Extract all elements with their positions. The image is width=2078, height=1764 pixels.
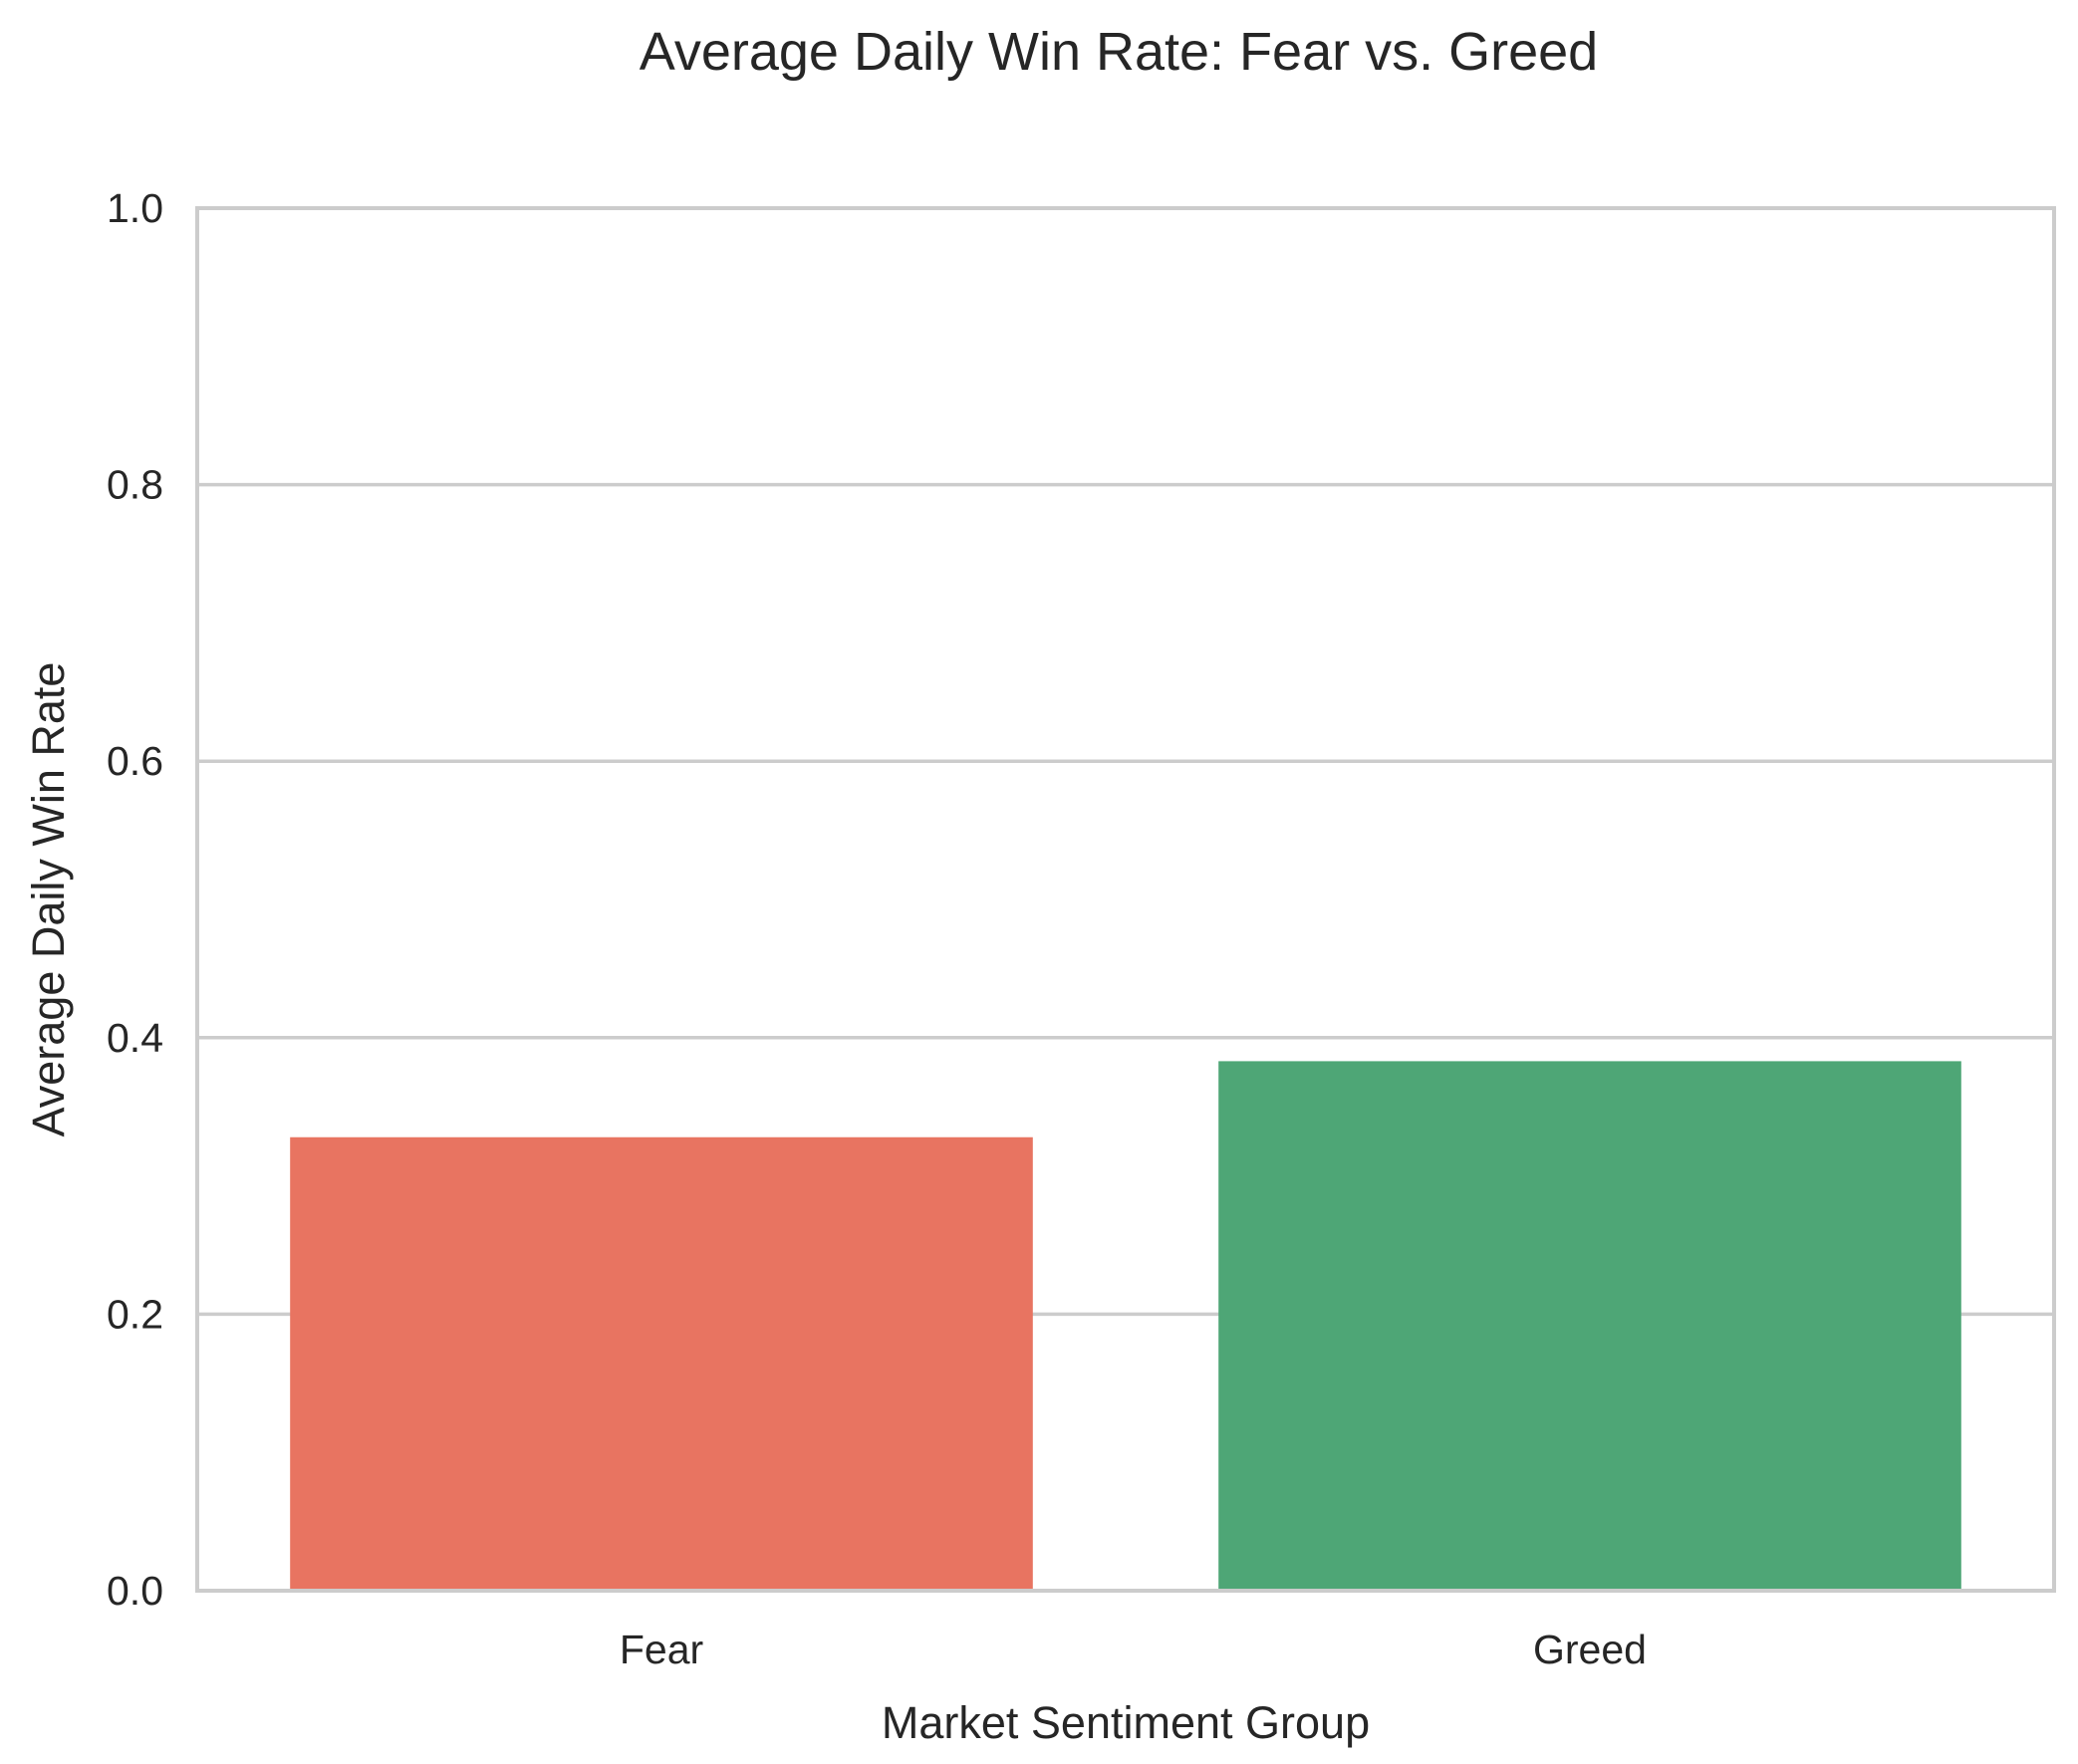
y-tick-labels: 0.0 0.2 0.4 0.6 0.8 1.0 (107, 185, 163, 1614)
y-tick-label: 0.8 (107, 462, 163, 508)
plot-frame (195, 206, 2056, 1593)
bar-greed (1218, 1061, 1961, 1591)
y-tick-label: 1.0 (107, 185, 163, 231)
y-tick-label: 0.2 (107, 1291, 163, 1337)
x-axis-label: Market Sentiment Group (882, 1697, 1370, 1748)
chart-title: Average Daily Win Rate: Fear vs. Greed (640, 22, 1598, 82)
bars (290, 1061, 1961, 1591)
y-tick-label: 0.0 (107, 1568, 163, 1614)
bar-fear (290, 1136, 1033, 1591)
x-tick-labels: Fear Greed (620, 1627, 1647, 1672)
y-tick-label: 0.4 (107, 1015, 163, 1061)
y-axis-label: Average Daily Win Rate (23, 662, 74, 1137)
x-tick-label: Greed (1533, 1627, 1647, 1672)
y-tick-label: 0.6 (107, 738, 163, 784)
x-tick-label: Fear (620, 1627, 703, 1672)
